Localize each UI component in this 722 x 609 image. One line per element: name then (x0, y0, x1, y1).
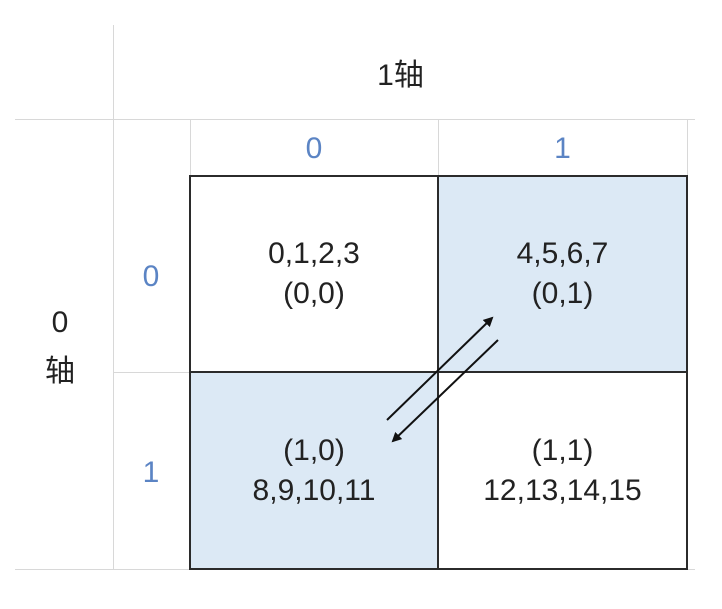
cell-border (686, 175, 688, 570)
cell-border (189, 175, 191, 570)
axis1-title: 1轴 (377, 59, 424, 92)
cell-0-1: 4,5,6,7 (0,1) (438, 176, 687, 372)
cell-1-0: (1,0) 8,9,10,11 (190, 372, 438, 569)
cell-1-1-values: 12,13,14,15 (483, 473, 642, 507)
cell-0-0-coords: (0,0) (283, 277, 345, 310)
grid-line (113, 25, 114, 570)
cell-0-0: 0,1,2,3 (0,0) (190, 176, 438, 372)
axis0-index-1: 1 (142, 456, 160, 489)
grid-line (687, 120, 688, 175)
cell-0-1-values: 4,5,6,7 (516, 237, 609, 270)
cell-0-0-values: 0,1,2,3 (268, 237, 360, 270)
arrow-down-left (391, 339, 499, 443)
axis1-index-1: 1 (554, 132, 571, 165)
grid-line (438, 120, 439, 175)
arrow-up-right (386, 316, 494, 421)
axis1-index-0: 0 (305, 132, 323, 165)
cell-0-1-coords: (0,1) (531, 277, 594, 310)
cell-1-1: (1,1) 12,13,14,15 (438, 372, 687, 569)
axis0-index-0: 0 (142, 260, 160, 293)
cell-1-0-values: 8,9,10,11 (252, 473, 376, 507)
cell-border (190, 175, 688, 177)
grid-line (15, 119, 695, 120)
grid-line (113, 372, 190, 373)
cell-border (190, 568, 688, 570)
axis0-title-char: 轴 (45, 355, 75, 388)
axis0-title-number: 0 (51, 306, 69, 339)
cell-1-1-coords: (1,1) (531, 433, 594, 467)
cell-border (190, 371, 688, 373)
cell-1-0-coords: (1,0) (283, 433, 345, 467)
cell-border (437, 175, 439, 570)
